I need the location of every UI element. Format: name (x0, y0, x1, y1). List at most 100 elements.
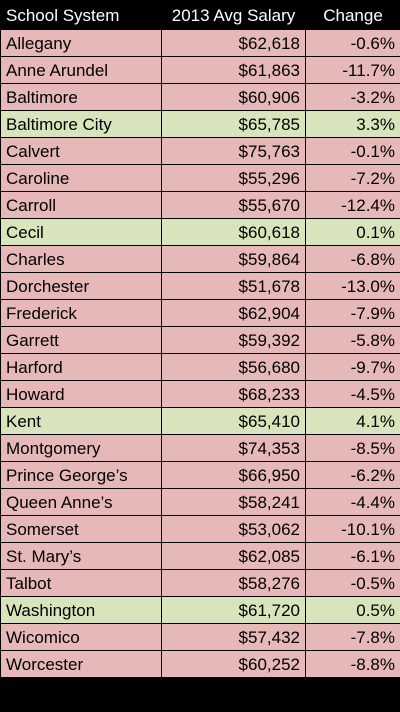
school-system-cell: Anne Arundel (0, 56, 162, 84)
change-cell: -4.4% (305, 488, 400, 516)
change-cell: -12.4% (305, 191, 400, 219)
change-cell: -3.2% (305, 83, 400, 111)
table-row: Cecil $60,618 0.1% (0, 218, 400, 246)
school-system-cell: Frederick (0, 299, 162, 327)
avg-salary-cell: $62,085 (161, 542, 306, 570)
header-avg-salary: 2013 Avg Salary (161, 0, 306, 30)
change-cell: -7.8% (305, 623, 400, 651)
change-cell: -11.7% (305, 56, 400, 84)
avg-salary-cell: $74,353 (161, 434, 306, 462)
table-row: Washington $61,720 0.5% (0, 596, 400, 624)
avg-salary-cell: $62,618 (161, 29, 306, 57)
avg-salary-cell: $57,432 (161, 623, 306, 651)
school-system-cell: Talbot (0, 569, 162, 597)
avg-salary-cell: $66,950 (161, 461, 306, 489)
salary-table: School System 2013 Avg Salary Change All… (0, 0, 400, 678)
avg-salary-cell: $75,763 (161, 137, 306, 165)
table-row: Caroline $55,296 -7.2% (0, 164, 400, 192)
change-cell: -10.1% (305, 515, 400, 543)
change-cell: -7.2% (305, 164, 400, 192)
table-row: Anne Arundel $61,863 -11.7% (0, 56, 400, 84)
header-row: School System 2013 Avg Salary Change (0, 0, 400, 30)
school-system-cell: Harford (0, 353, 162, 381)
avg-salary-cell: $60,252 (161, 650, 306, 678)
table-row: Garrett $59,392 -5.8% (0, 326, 400, 354)
school-system-cell: Washington (0, 596, 162, 624)
change-cell: -7.9% (305, 299, 400, 327)
school-system-cell: Somerset (0, 515, 162, 543)
school-system-cell: Queen Anne’s (0, 488, 162, 516)
header-change: Change (305, 0, 400, 30)
change-cell: -13.0% (305, 272, 400, 300)
school-system-cell: Baltimore (0, 83, 162, 111)
avg-salary-cell: $68,233 (161, 380, 306, 408)
change-cell: 3.3% (305, 110, 400, 138)
change-cell: -9.7% (305, 353, 400, 381)
table-row: Queen Anne’s $58,241 -4.4% (0, 488, 400, 516)
avg-salary-cell: $61,863 (161, 56, 306, 84)
change-cell: -8.8% (305, 650, 400, 678)
school-system-cell: Allegany (0, 29, 162, 57)
change-cell: -5.8% (305, 326, 400, 354)
table-row: Dorchester $51,678 -13.0% (0, 272, 400, 300)
school-system-cell: St. Mary’s (0, 542, 162, 570)
school-system-cell: Wicomico (0, 623, 162, 651)
table-row: Calvert $75,763 -0.1% (0, 137, 400, 165)
change-cell: -6.1% (305, 542, 400, 570)
table-row: Howard $68,233 -4.5% (0, 380, 400, 408)
change-cell: -6.8% (305, 245, 400, 273)
avg-salary-cell: $61,720 (161, 596, 306, 624)
table-row: Carroll $55,670 -12.4% (0, 191, 400, 219)
avg-salary-cell: $53,062 (161, 515, 306, 543)
avg-salary-cell: $60,618 (161, 218, 306, 246)
school-system-cell: Calvert (0, 137, 162, 165)
change-cell: 0.1% (305, 218, 400, 246)
table-row: Somerset $53,062 -10.1% (0, 515, 400, 543)
school-system-cell: Dorchester (0, 272, 162, 300)
avg-salary-cell: $65,785 (161, 110, 306, 138)
school-system-cell: Montgomery (0, 434, 162, 462)
table-row: Harford $56,680 -9.7% (0, 353, 400, 381)
school-system-cell: Howard (0, 380, 162, 408)
table-row: Baltimore $60,906 -3.2% (0, 83, 400, 111)
table-row: St. Mary’s $62,085 -6.1% (0, 542, 400, 570)
table-row: Kent $65,410 4.1% (0, 407, 400, 435)
avg-salary-cell: $55,296 (161, 164, 306, 192)
school-system-cell: Cecil (0, 218, 162, 246)
school-system-cell: Kent (0, 407, 162, 435)
table-row: Talbot $58,276 -0.5% (0, 569, 400, 597)
school-system-cell: Caroline (0, 164, 162, 192)
table-row: Charles $59,864 -6.8% (0, 245, 400, 273)
school-system-cell: Baltimore City (0, 110, 162, 138)
avg-salary-cell: $59,864 (161, 245, 306, 273)
change-cell: -8.5% (305, 434, 400, 462)
change-cell: 4.1% (305, 407, 400, 435)
avg-salary-cell: $55,670 (161, 191, 306, 219)
avg-salary-cell: $65,410 (161, 407, 306, 435)
avg-salary-cell: $51,678 (161, 272, 306, 300)
change-cell: -4.5% (305, 380, 400, 408)
table-row: Prince George’s $66,950 -6.2% (0, 461, 400, 489)
table-row: Montgomery $74,353 -8.5% (0, 434, 400, 462)
change-cell: -0.5% (305, 569, 400, 597)
avg-salary-cell: $58,276 (161, 569, 306, 597)
table-row: Worcester $60,252 -8.8% (0, 650, 400, 678)
avg-salary-cell: $58,241 (161, 488, 306, 516)
table-row: Baltimore City $65,785 3.3% (0, 110, 400, 138)
change-cell: -6.2% (305, 461, 400, 489)
table-header: School System 2013 Avg Salary Change (0, 0, 400, 30)
table-row: Frederick $62,904 -7.9% (0, 299, 400, 327)
header-school-system: School System (0, 0, 162, 30)
change-cell: -0.1% (305, 137, 400, 165)
table-body: Allegany $62,618 -0.6% Anne Arundel $61,863-… (0, 29, 400, 678)
school-system-cell: Garrett (0, 326, 162, 354)
avg-salary-cell: $60,906 (161, 83, 306, 111)
school-system-cell: Worcester (0, 650, 162, 678)
change-cell: 0.5% (305, 596, 400, 624)
table-row: Allegany $62,618 -0.6% (0, 29, 400, 57)
school-system-cell: Charles (0, 245, 162, 273)
school-system-cell: Carroll (0, 191, 162, 219)
table-row: Wicomico $57,432 -7.8% (0, 623, 400, 651)
avg-salary-cell: $62,904 (161, 299, 306, 327)
change-cell: -0.6% (305, 29, 400, 57)
